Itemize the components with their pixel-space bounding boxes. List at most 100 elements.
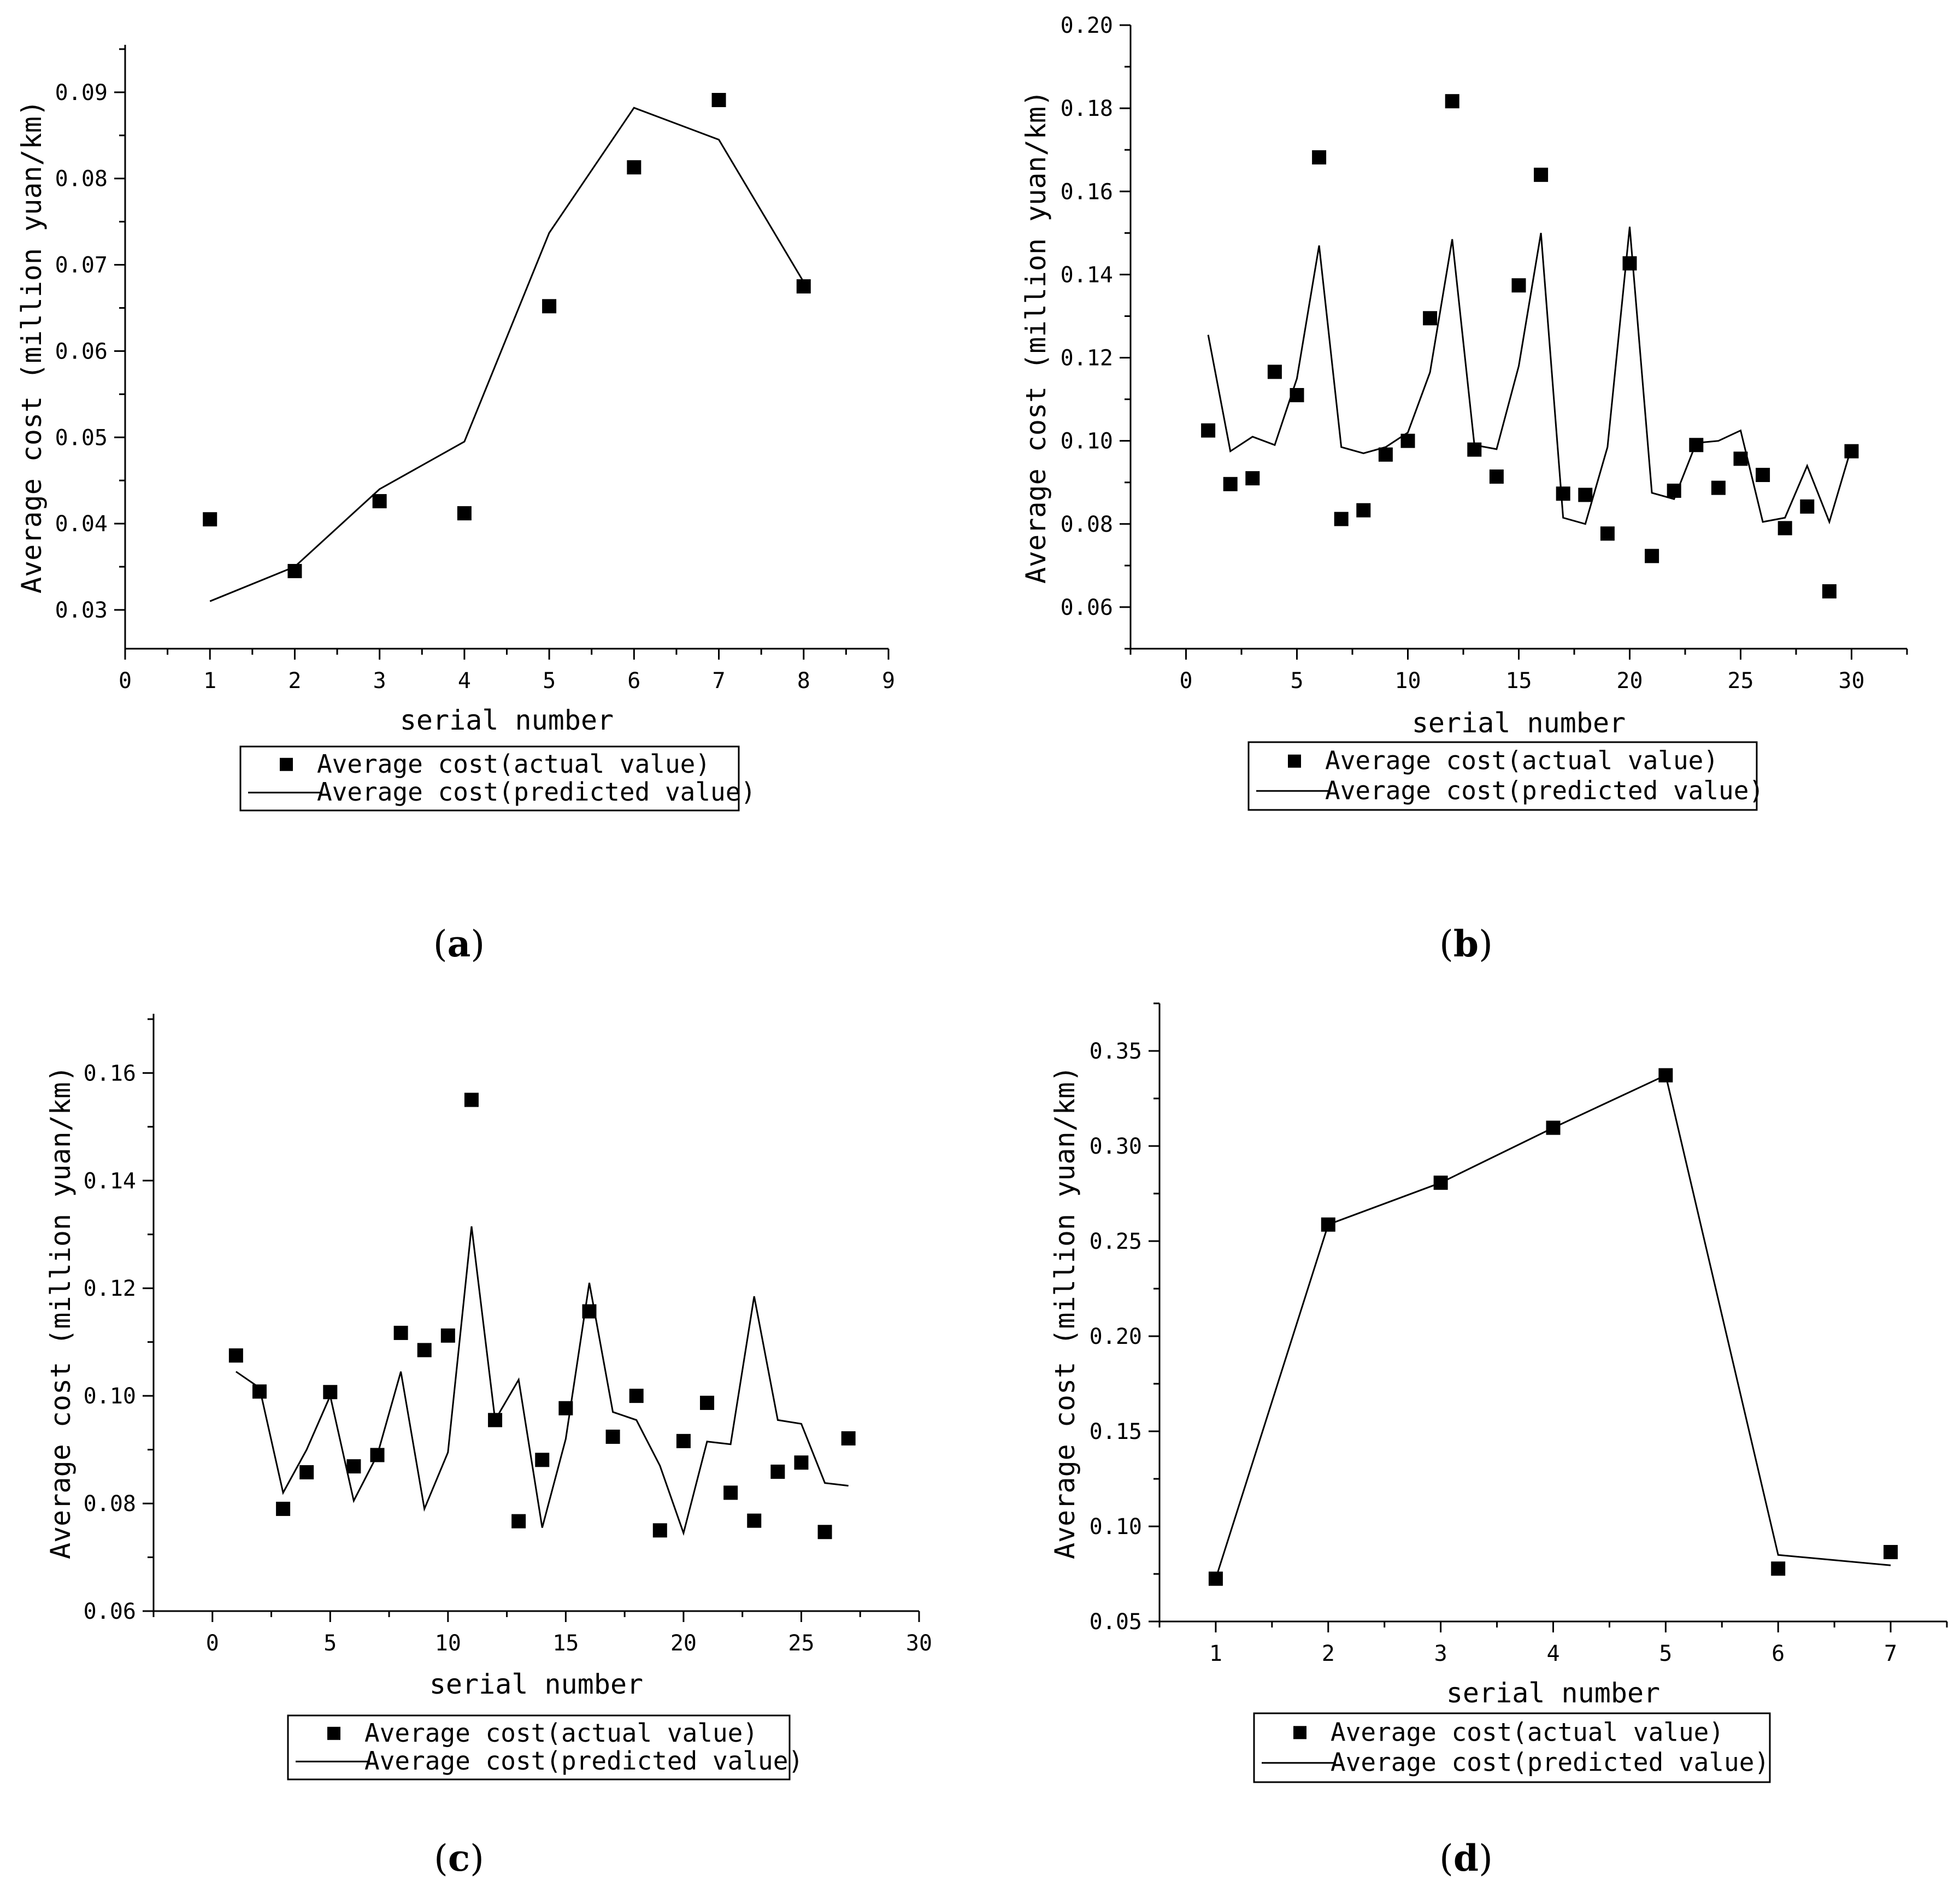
y-tick-label: 0.04	[55, 512, 108, 537]
actual-point-marker	[440, 1328, 455, 1343]
actual-point-marker	[276, 1501, 291, 1516]
actual-point-marker	[1600, 526, 1615, 541]
legend: Average cost(actual value)Average cost(p…	[1247, 741, 1764, 811]
predicted-series-line	[209, 107, 805, 602]
actual-point-marker	[1433, 1176, 1448, 1190]
y-tick-label: 0.06	[84, 1599, 136, 1624]
actual-point-marker	[1777, 521, 1792, 536]
actual-point-marker	[535, 1453, 550, 1467]
actual-point-marker	[1556, 486, 1570, 501]
x-tick-label: 30	[1838, 668, 1864, 694]
actual-point-marker	[1578, 487, 1593, 502]
actual-point-marker	[1645, 549, 1659, 563]
x-tick-label: 25	[788, 1631, 814, 1656]
x-axis-title: serial number	[1446, 1677, 1660, 1709]
y-tick-label: 0.14	[1061, 262, 1113, 287]
x-tick-label: 1	[203, 668, 216, 694]
panel-label: (d)	[1439, 1837, 1493, 1879]
y-tick-label: 0.12	[84, 1276, 136, 1301]
x-tick-label: 0	[206, 1631, 219, 1656]
y-tick-label: 0.16	[1061, 179, 1113, 204]
y-tick-label: 0.08	[1061, 512, 1113, 537]
x-tick-label: 30	[906, 1631, 932, 1656]
actual-point-marker	[794, 1455, 809, 1470]
chart-panel-a: 0 1 2 3 4 5 6 7 8 9 0.03 0.04 0.05 0.06 0.07 0.08 0.09 se…	[16, 45, 895, 965]
y-axis-title: Average cost (million yuan/km)	[16, 100, 48, 594]
actual-point-marker	[372, 494, 387, 509]
y-tick-label: 0.20	[1061, 13, 1113, 38]
panel-label: (c)	[434, 1837, 484, 1879]
panel-label: (b)	[1439, 923, 1493, 965]
actual-point-marker	[417, 1343, 432, 1358]
actual-point-marker	[287, 563, 302, 578]
actual-point-marker	[1658, 1068, 1673, 1083]
x-tick-label: 15	[552, 1631, 579, 1656]
legend: Average cost(actual value)Average cost(p…	[1253, 1712, 1771, 1783]
actual-point-marker	[627, 160, 641, 175]
y-axis-title: Average cost (million yuan/km)	[1020, 90, 1052, 584]
actual-point-marker	[1489, 469, 1504, 484]
actual-point-marker	[1321, 1217, 1335, 1232]
x-tick-label: 1	[1209, 1641, 1222, 1666]
actual-point-marker	[700, 1395, 715, 1410]
x-axis-title: serial number	[1412, 707, 1626, 739]
actual-point-marker	[605, 1429, 620, 1444]
actual-point-marker	[1884, 1544, 1898, 1559]
y-axis-title: Average cost (million yuan/km)	[1049, 1066, 1081, 1559]
x-tick-label: 5	[543, 668, 556, 694]
actual-point-marker	[723, 1485, 738, 1500]
x-tick-label: 5	[323, 1631, 337, 1656]
legend-actual-label: Average cost(actual value)	[1331, 1717, 1724, 1747]
y-tick-label: 0.08	[84, 1491, 136, 1517]
x-axis-title: serial number	[429, 1668, 643, 1700]
legend-predicted-label: Average cost(predicted value)	[1325, 775, 1764, 805]
legend-predicted-label: Average cost(predicted value)	[364, 1746, 803, 1776]
y-tick-label: 0.05	[1090, 1609, 1142, 1635]
legend-frame	[287, 1714, 791, 1781]
x-tick-label: 6	[1771, 1641, 1785, 1666]
y-tick-label: 0.30	[1090, 1134, 1142, 1159]
actual-point-marker	[511, 1514, 526, 1529]
y-tick-label: 0.06	[55, 339, 108, 364]
x-tick-label: 3	[373, 668, 386, 694]
actual-point-marker	[711, 93, 726, 108]
y-tick-label: 0.15	[1090, 1419, 1142, 1444]
y-tick-label: 0.10	[1061, 429, 1113, 454]
y-axis-title: Average cost (million yuan/km)	[45, 1066, 76, 1559]
legend-square-marker	[280, 757, 293, 771]
y-tick-label: 0.07	[55, 253, 108, 278]
legend-frame	[1247, 741, 1758, 811]
y-tick-label: 0.14	[84, 1168, 136, 1194]
actual-point-marker	[1445, 94, 1459, 109]
y-tick-label: 0.06	[1061, 595, 1113, 620]
x-tick-label: 7	[1884, 1641, 1897, 1666]
actual-point-marker	[1711, 480, 1726, 495]
actual-point-marker	[1208, 1571, 1223, 1586]
actual-point-marker	[841, 1431, 856, 1446]
legend: Average cost(actual value)Average cost(p…	[239, 745, 756, 812]
chart-panel-b: 0 5 10 15 20 25 30 0.06 0.08 0.10 0.12 0.14 0.16 0.18…	[1020, 13, 1908, 965]
actual-point-marker	[652, 1523, 667, 1538]
x-tick-label: 2	[288, 668, 301, 694]
x-tick-label: 10	[435, 1631, 461, 1656]
actual-point-marker	[582, 1304, 597, 1319]
x-tick-label: 7	[713, 668, 726, 694]
legend-square-marker	[1293, 1726, 1306, 1740]
x-tick-label: 0	[1179, 668, 1192, 694]
x-tick-label: 5	[1659, 1641, 1672, 1666]
actual-point-marker	[676, 1433, 691, 1448]
x-tick-label: 0	[119, 668, 132, 694]
x-tick-label: 3	[1434, 1641, 1447, 1666]
actual-point-marker	[1844, 444, 1859, 459]
actual-point-marker	[346, 1459, 361, 1474]
x-tick-label: 8	[797, 668, 810, 694]
actual-point-marker	[457, 506, 472, 521]
actual-point-marker	[393, 1325, 408, 1340]
actual-point-marker	[1312, 150, 1327, 164]
actual-point-marker	[299, 1465, 314, 1479]
y-tick-label: 0.05	[55, 425, 108, 450]
x-tick-label: 15	[1505, 668, 1532, 694]
actual-point-marker	[817, 1525, 832, 1540]
y-tick-label: 0.20	[1090, 1324, 1142, 1349]
